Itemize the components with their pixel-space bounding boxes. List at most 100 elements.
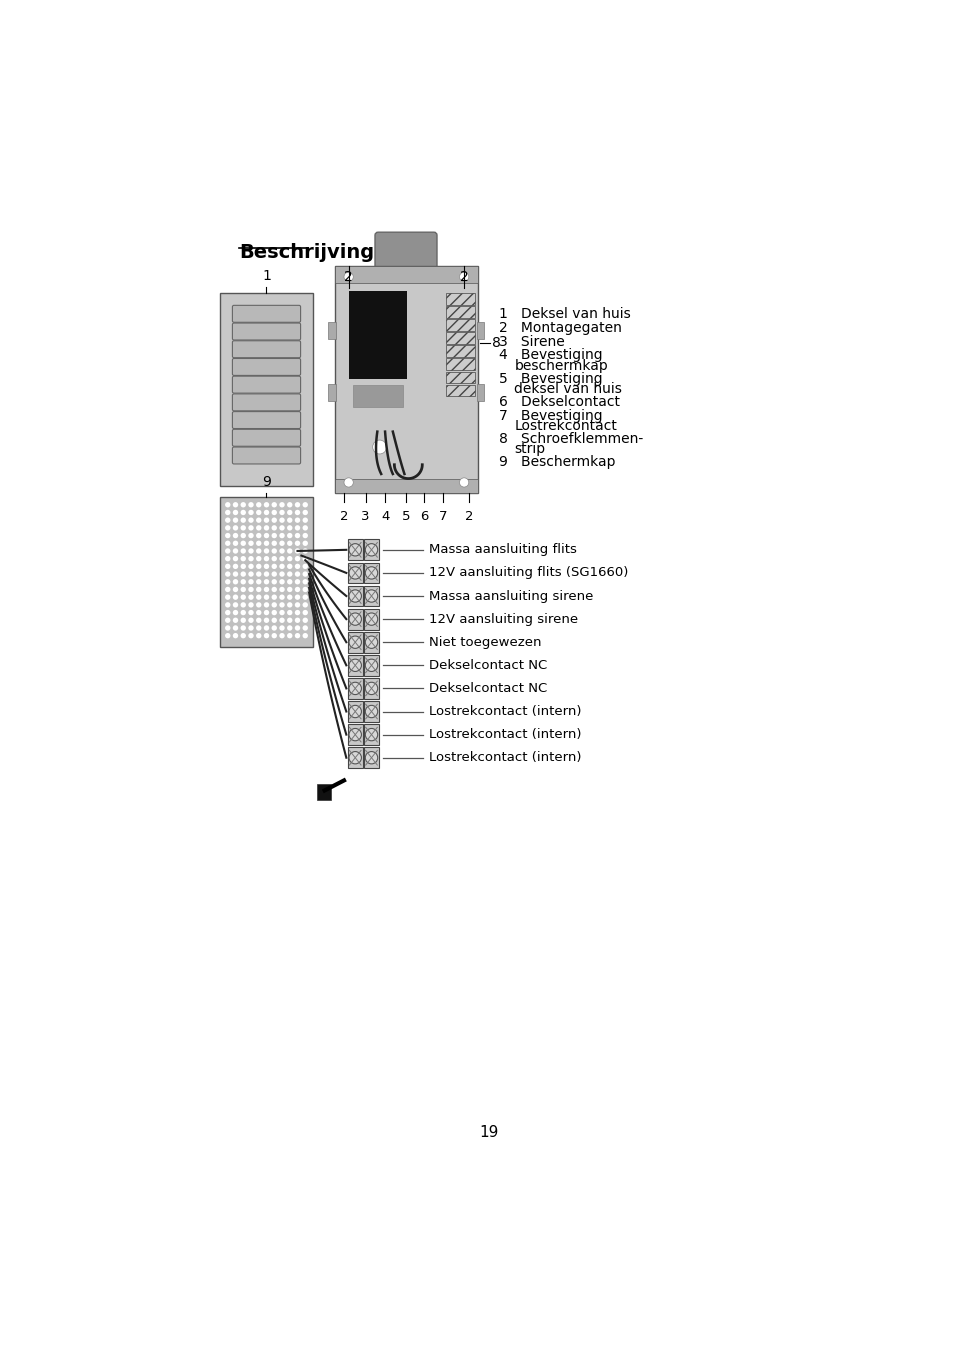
Circle shape bbox=[248, 503, 253, 508]
Circle shape bbox=[272, 526, 276, 531]
Circle shape bbox=[248, 526, 253, 531]
Circle shape bbox=[264, 634, 269, 639]
Bar bbox=[353, 385, 402, 407]
Circle shape bbox=[225, 563, 231, 569]
Circle shape bbox=[248, 580, 253, 585]
Text: Lostrekcontact (intern): Lostrekcontact (intern) bbox=[429, 705, 581, 717]
Text: 2: 2 bbox=[464, 511, 473, 523]
Bar bbox=[348, 747, 362, 769]
Bar bbox=[335, 266, 477, 282]
Circle shape bbox=[255, 634, 261, 639]
Circle shape bbox=[255, 626, 261, 631]
Bar bbox=[328, 384, 335, 401]
Circle shape bbox=[294, 503, 300, 508]
Circle shape bbox=[287, 609, 293, 615]
Text: 6   Dekselcontact: 6 Dekselcontact bbox=[498, 394, 619, 408]
Bar bbox=[316, 785, 331, 800]
Circle shape bbox=[248, 540, 253, 546]
Bar bbox=[335, 266, 477, 493]
Circle shape bbox=[349, 543, 361, 557]
Circle shape bbox=[264, 586, 269, 592]
FancyBboxPatch shape bbox=[233, 305, 300, 323]
Circle shape bbox=[264, 509, 269, 515]
Text: Massa aansluiting flits: Massa aansluiting flits bbox=[429, 543, 577, 557]
Circle shape bbox=[279, 609, 284, 615]
Circle shape bbox=[248, 594, 253, 600]
Circle shape bbox=[225, 549, 231, 554]
Text: Dekselcontact NC: Dekselcontact NC bbox=[429, 659, 547, 671]
Circle shape bbox=[272, 609, 276, 615]
Circle shape bbox=[264, 617, 269, 623]
Circle shape bbox=[233, 549, 238, 554]
Circle shape bbox=[248, 586, 253, 592]
Circle shape bbox=[248, 634, 253, 639]
Circle shape bbox=[294, 603, 300, 608]
Circle shape bbox=[255, 532, 261, 538]
Bar bbox=[348, 562, 362, 584]
Bar bbox=[328, 323, 335, 339]
Text: 7: 7 bbox=[438, 511, 447, 523]
Circle shape bbox=[248, 532, 253, 538]
Circle shape bbox=[365, 636, 377, 648]
Text: 8: 8 bbox=[492, 336, 500, 350]
Circle shape bbox=[272, 557, 276, 562]
Circle shape bbox=[233, 540, 238, 546]
Bar bbox=[445, 358, 475, 370]
Text: 9: 9 bbox=[262, 476, 271, 489]
Circle shape bbox=[233, 626, 238, 631]
Circle shape bbox=[294, 517, 300, 523]
Circle shape bbox=[349, 751, 361, 763]
FancyBboxPatch shape bbox=[233, 323, 300, 340]
Circle shape bbox=[264, 571, 269, 577]
Circle shape bbox=[287, 503, 293, 508]
Circle shape bbox=[287, 526, 293, 531]
Circle shape bbox=[272, 509, 276, 515]
Circle shape bbox=[233, 594, 238, 600]
Circle shape bbox=[302, 586, 308, 592]
Bar bbox=[476, 384, 484, 401]
Bar bbox=[364, 747, 378, 769]
Circle shape bbox=[255, 586, 261, 592]
Circle shape bbox=[279, 586, 284, 592]
Bar bbox=[445, 346, 475, 357]
Circle shape bbox=[287, 557, 293, 562]
Text: 5   Bevestiging: 5 Bevestiging bbox=[498, 372, 602, 385]
Circle shape bbox=[272, 503, 276, 508]
Circle shape bbox=[225, 586, 231, 592]
Circle shape bbox=[240, 626, 246, 631]
Bar bbox=[445, 332, 475, 345]
Circle shape bbox=[294, 509, 300, 515]
Circle shape bbox=[279, 532, 284, 538]
Text: Dekselcontact NC: Dekselcontact NC bbox=[429, 682, 547, 694]
Circle shape bbox=[302, 603, 308, 608]
Circle shape bbox=[287, 532, 293, 538]
Circle shape bbox=[279, 517, 284, 523]
Circle shape bbox=[302, 609, 308, 615]
Circle shape bbox=[302, 617, 308, 623]
Text: 1: 1 bbox=[262, 269, 271, 282]
Bar bbox=[445, 372, 475, 384]
Bar bbox=[445, 319, 475, 331]
Bar bbox=[445, 307, 475, 317]
Circle shape bbox=[240, 526, 246, 531]
Text: Lostrekcontact: Lostrekcontact bbox=[514, 419, 617, 434]
Circle shape bbox=[287, 580, 293, 585]
FancyBboxPatch shape bbox=[233, 447, 300, 463]
Circle shape bbox=[294, 634, 300, 639]
Bar bbox=[348, 290, 406, 380]
Circle shape bbox=[294, 563, 300, 569]
Circle shape bbox=[302, 526, 308, 531]
Text: 3: 3 bbox=[361, 511, 370, 523]
Circle shape bbox=[240, 586, 246, 592]
Circle shape bbox=[279, 526, 284, 531]
Circle shape bbox=[272, 586, 276, 592]
Bar bbox=[364, 562, 378, 584]
Circle shape bbox=[302, 557, 308, 562]
Circle shape bbox=[255, 571, 261, 577]
Circle shape bbox=[294, 571, 300, 577]
Circle shape bbox=[233, 503, 238, 508]
Circle shape bbox=[279, 557, 284, 562]
Circle shape bbox=[272, 603, 276, 608]
Text: deksel van huis: deksel van huis bbox=[514, 382, 621, 396]
Circle shape bbox=[248, 509, 253, 515]
